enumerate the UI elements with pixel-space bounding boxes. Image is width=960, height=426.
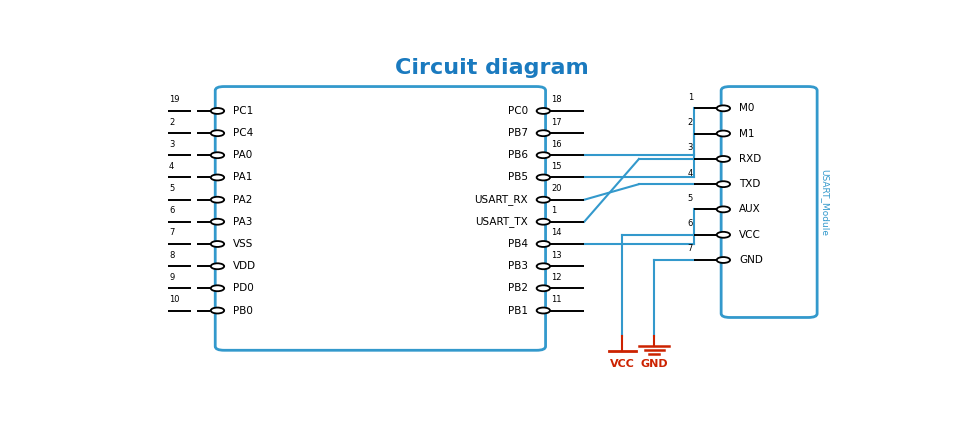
Text: PC4: PC4 — [233, 128, 253, 138]
Text: PA3: PA3 — [233, 217, 252, 227]
Text: PC0: PC0 — [508, 106, 528, 116]
Text: M1: M1 — [739, 129, 755, 138]
Text: 11: 11 — [551, 295, 562, 304]
Text: PB6: PB6 — [508, 150, 528, 160]
Circle shape — [537, 263, 550, 269]
Circle shape — [717, 156, 731, 162]
Text: 18: 18 — [551, 95, 563, 104]
Circle shape — [717, 257, 731, 263]
Circle shape — [537, 241, 550, 247]
Text: 7: 7 — [687, 245, 693, 253]
Text: PA1: PA1 — [233, 173, 252, 182]
Text: PB1: PB1 — [508, 305, 528, 316]
Text: 16: 16 — [551, 140, 563, 149]
Circle shape — [537, 197, 550, 203]
Text: 10: 10 — [169, 295, 180, 304]
Text: 5: 5 — [169, 184, 175, 193]
Circle shape — [211, 197, 224, 203]
Text: GND: GND — [739, 255, 763, 265]
Text: 8: 8 — [169, 250, 175, 260]
Text: 3: 3 — [169, 140, 175, 149]
Circle shape — [537, 308, 550, 314]
Text: 5: 5 — [687, 194, 693, 203]
Circle shape — [537, 285, 550, 291]
Text: PA2: PA2 — [233, 195, 252, 205]
Circle shape — [537, 152, 550, 158]
Circle shape — [211, 108, 224, 114]
Text: M0: M0 — [739, 104, 755, 113]
Text: PB4: PB4 — [508, 239, 528, 249]
Circle shape — [717, 131, 731, 136]
Text: 6: 6 — [687, 219, 693, 228]
Text: USART_TX: USART_TX — [475, 216, 528, 227]
Text: PA0: PA0 — [233, 150, 252, 160]
Text: 6: 6 — [169, 206, 175, 215]
Text: GND: GND — [640, 359, 668, 369]
Circle shape — [211, 175, 224, 181]
Circle shape — [211, 263, 224, 269]
Text: 14: 14 — [551, 228, 562, 237]
Text: 2: 2 — [169, 118, 175, 127]
Text: 13: 13 — [551, 250, 563, 260]
Circle shape — [211, 219, 224, 225]
Text: 12: 12 — [551, 273, 562, 282]
Circle shape — [537, 130, 550, 136]
Text: 4: 4 — [169, 162, 175, 171]
Text: 1: 1 — [687, 93, 693, 102]
Text: USART_Module: USART_Module — [820, 169, 829, 236]
Text: USART_RX: USART_RX — [474, 194, 528, 205]
Text: PB3: PB3 — [508, 261, 528, 271]
Circle shape — [717, 232, 731, 238]
Text: VSS: VSS — [233, 239, 253, 249]
Text: PD0: PD0 — [233, 283, 253, 293]
Text: VDD: VDD — [233, 261, 256, 271]
Circle shape — [211, 241, 224, 247]
Text: VCC: VCC — [739, 230, 761, 240]
Circle shape — [211, 152, 224, 158]
Text: PB0: PB0 — [233, 305, 253, 316]
Text: 9: 9 — [169, 273, 175, 282]
FancyBboxPatch shape — [721, 86, 817, 317]
Circle shape — [717, 181, 731, 187]
Text: PC1: PC1 — [233, 106, 253, 116]
Text: 3: 3 — [687, 144, 693, 153]
Text: PB2: PB2 — [508, 283, 528, 293]
Text: 15: 15 — [551, 162, 562, 171]
Text: 20: 20 — [551, 184, 562, 193]
Circle shape — [211, 130, 224, 136]
Text: 4: 4 — [687, 169, 693, 178]
Circle shape — [717, 105, 731, 111]
Text: 17: 17 — [551, 118, 563, 127]
Text: PB7: PB7 — [508, 128, 528, 138]
Circle shape — [211, 308, 224, 314]
Text: TXD: TXD — [739, 179, 760, 189]
Text: 19: 19 — [169, 95, 180, 104]
Text: PB5: PB5 — [508, 173, 528, 182]
Circle shape — [537, 108, 550, 114]
Text: 1: 1 — [551, 206, 557, 215]
Circle shape — [537, 219, 550, 225]
FancyBboxPatch shape — [215, 86, 545, 350]
Text: 2: 2 — [687, 118, 693, 127]
Circle shape — [717, 207, 731, 212]
Text: AUX: AUX — [739, 204, 760, 214]
Text: Circuit diagram: Circuit diagram — [396, 58, 588, 78]
Text: 7: 7 — [169, 228, 175, 237]
Circle shape — [211, 285, 224, 291]
Circle shape — [537, 175, 550, 181]
Text: VCC: VCC — [610, 359, 635, 369]
Text: RXD: RXD — [739, 154, 761, 164]
